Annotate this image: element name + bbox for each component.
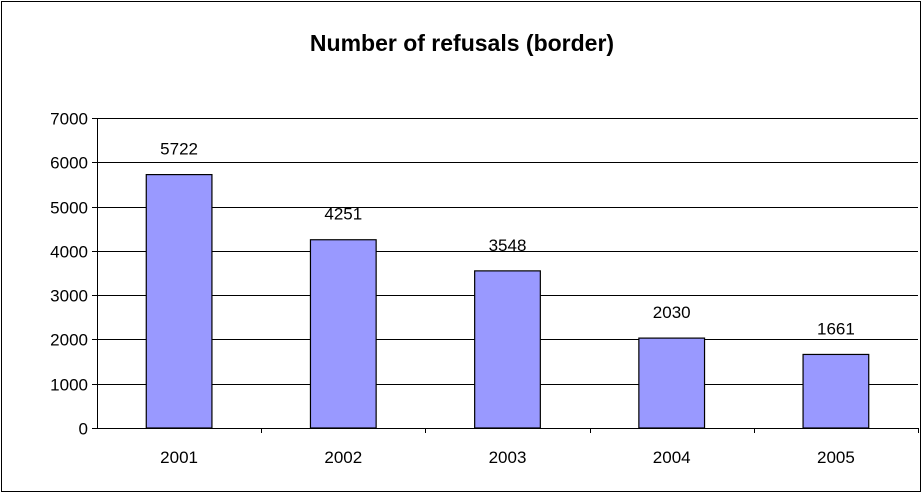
- data-label-2004: 2030: [653, 303, 691, 322]
- labels: 0 1000 2000 3000 4000 5000 6000 7000 2001 5722 200…: [50, 110, 855, 468]
- x-tick-label: 2005: [817, 448, 855, 467]
- bar-2004: [638, 337, 706, 429]
- data-label-2001: 5722: [160, 140, 198, 159]
- bar-2005: [802, 353, 870, 429]
- y-tick-label: 3000: [50, 287, 88, 306]
- axes: [92, 118, 919, 433]
- y-tick-label: 1000: [50, 376, 88, 395]
- chart-title: Number of refusals (border): [309, 30, 615, 56]
- bar-2002: [309, 239, 377, 429]
- y-tick-label: 2000: [50, 331, 88, 350]
- data-label-2003: 3548: [489, 236, 527, 255]
- x-tick-label: 2003: [489, 448, 527, 467]
- y-tick-label: 0: [79, 420, 88, 439]
- bar-2003: [474, 270, 541, 429]
- x-tick-label: 2001: [160, 448, 198, 467]
- data-label-2005: 1661: [817, 319, 855, 338]
- bar-2001: [145, 173, 213, 429]
- y-tick-label: 5000: [50, 199, 88, 218]
- x-tick-label: 2004: [653, 448, 691, 467]
- y-tick-label: 7000: [50, 110, 88, 129]
- y-tick-label: 4000: [50, 243, 88, 262]
- y-tick-label: 6000: [50, 154, 88, 173]
- x-tick-label: 2002: [324, 448, 362, 467]
- data-label-2002: 4251: [324, 205, 362, 224]
- bars: [145, 173, 870, 429]
